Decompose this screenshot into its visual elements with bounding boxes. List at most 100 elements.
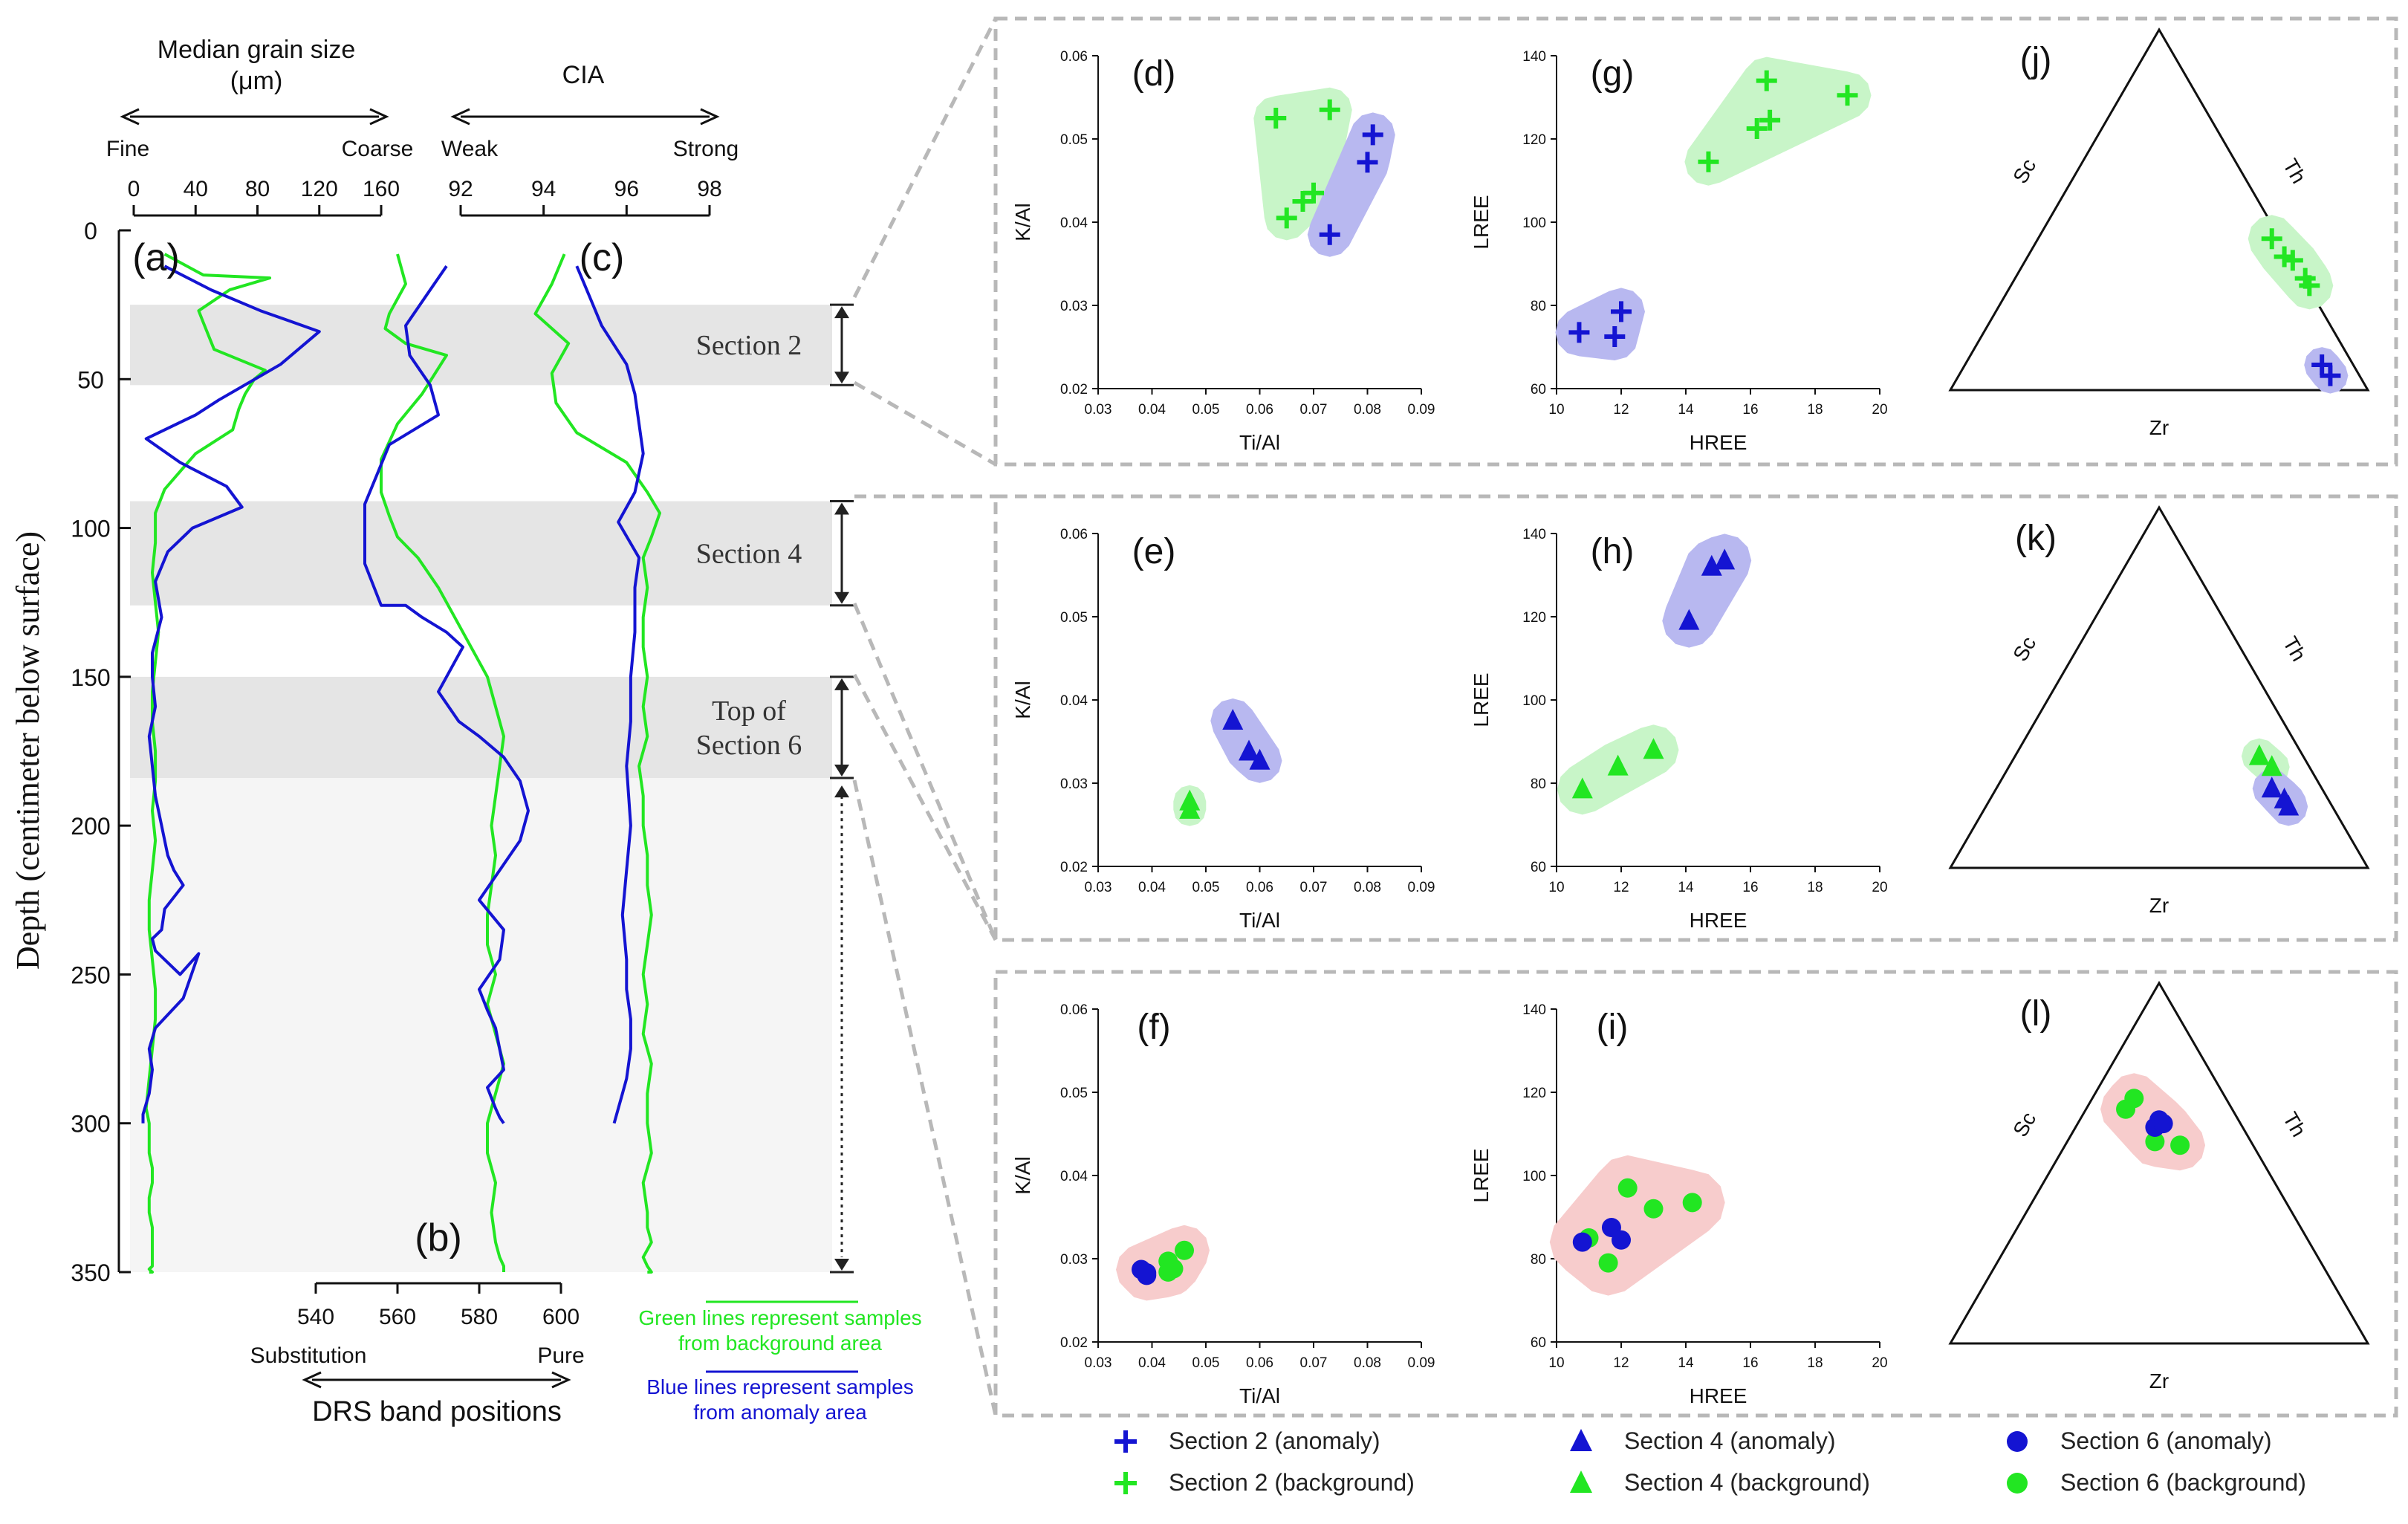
ternary-triangle xyxy=(1948,505,2370,869)
y-tick-label: 0.03 xyxy=(1060,776,1088,792)
triangle-marker xyxy=(1222,709,1244,730)
triangle-marker xyxy=(2278,794,2300,816)
profile-line-anomaly xyxy=(363,265,530,1124)
x-axis-title: HREE xyxy=(1690,431,1747,454)
legend-label: Section 2 (background) xyxy=(1169,1469,1415,1496)
plus-marker xyxy=(1756,70,1777,91)
plus-marker xyxy=(1114,1472,1137,1494)
circle-marker xyxy=(1137,1263,1157,1283)
plus-marker xyxy=(1357,152,1378,173)
circle-marker xyxy=(1572,1232,1592,1252)
x-tick-label: 10 xyxy=(1548,402,1564,418)
plus-marker xyxy=(1759,109,1781,131)
section-label: Section 2 xyxy=(696,330,802,361)
y-tick-label: 140 xyxy=(1522,1002,1546,1018)
y-tick-label: 80 xyxy=(1531,1252,1546,1268)
arrow-head xyxy=(834,306,849,319)
y-tick-label: 120 xyxy=(1522,610,1546,626)
grain-tick-label: 40 xyxy=(184,177,208,201)
ternary-left-label: Sc xyxy=(2008,155,2040,187)
panel-row-dashed-frame xyxy=(993,970,2398,1418)
y-tick-label: 0.03 xyxy=(1060,1252,1088,1268)
triangle-marker xyxy=(1678,609,1700,630)
panel-label: (d) xyxy=(1132,54,1176,94)
circle-marker xyxy=(1612,1230,1631,1250)
x-tick-label: 0.08 xyxy=(1354,880,1381,895)
panel-label-b: (b) xyxy=(415,1216,462,1259)
drs-substitution-label: Substitution xyxy=(250,1343,367,1368)
x-tick-label: 14 xyxy=(1678,880,1694,895)
triangle-marker xyxy=(1179,797,1201,819)
panel-label: (j) xyxy=(2020,41,2052,80)
drs-tick-label: 560 xyxy=(379,1305,416,1329)
section-label: Section 4 xyxy=(696,539,802,570)
depth-tick-label: 0 xyxy=(84,218,97,244)
y-tick-label: 0.03 xyxy=(1060,299,1088,314)
plus-marker xyxy=(2282,250,2303,271)
ternary-triangle xyxy=(1948,981,2370,1345)
x-tick-label: 12 xyxy=(1613,880,1629,895)
ternary-bottom-label: Zr xyxy=(2149,416,2169,439)
y-tick-label: 0.06 xyxy=(1060,527,1088,542)
y-tick-label: 0.06 xyxy=(1060,1002,1088,1018)
cia-tick-label: 96 xyxy=(614,177,639,201)
arrow-head xyxy=(834,785,849,798)
triangle-marker xyxy=(1249,748,1270,770)
connector-dashed-line xyxy=(852,603,998,941)
plus-marker xyxy=(1319,99,1340,120)
profile-line-anomaly xyxy=(141,265,321,1123)
x-tick-label: 0.08 xyxy=(1354,1355,1381,1371)
circle-marker xyxy=(2170,1135,2190,1155)
drs-arrow-head xyxy=(302,1371,322,1389)
ternary-right-label: Th xyxy=(2279,632,2311,665)
cia-arrow-head xyxy=(700,108,720,126)
drs-tick-label: 600 xyxy=(542,1305,580,1329)
legend-item: Section 6 (anomaly) xyxy=(2007,1427,2272,1454)
depth-tick-label: 50 xyxy=(77,366,104,393)
depth-tick-label: 150 xyxy=(71,664,110,691)
x-tick-label: 0.05 xyxy=(1192,880,1220,895)
arrow-head xyxy=(834,502,849,515)
circle-marker xyxy=(1617,1178,1638,1198)
cluster-hull xyxy=(1210,698,1282,783)
left-background-bands xyxy=(130,305,832,1272)
ternary-triangle xyxy=(1948,27,2370,392)
triangle-marker xyxy=(2261,755,2282,776)
plus-marker xyxy=(1319,224,1340,245)
x-axis-title: Ti/Al xyxy=(1239,431,1280,454)
scatter-panel: 0.03 0.04 0.05 0.06 0.07 0.08 0.09 0.02 0.03 0.04… xyxy=(1011,527,1435,932)
legend-item: Section 4 (background) xyxy=(1570,1469,1870,1496)
x-tick-label: 0.06 xyxy=(1246,402,1273,418)
y-tick-label: 0.05 xyxy=(1060,132,1088,148)
ternary-right-label: Th xyxy=(2279,155,2311,187)
ternary-bottom-label: Zr xyxy=(2149,1369,2169,1392)
section-band xyxy=(130,305,832,386)
circle-marker xyxy=(1598,1253,1618,1273)
y-axis-title: LREE xyxy=(1470,195,1493,249)
scatter-panel: 10 12 14 16 18 20 60 80 100 120 140 HREE LREE (i) xyxy=(1470,1002,1888,1407)
cia-tick-label: 92 xyxy=(448,177,473,201)
x-tick-label: 0.09 xyxy=(1408,402,1435,418)
connector-dashed-line xyxy=(852,779,998,1416)
plus-marker xyxy=(1698,151,1719,172)
connector-lines xyxy=(852,17,998,1416)
y-axis-title: K/Al xyxy=(1011,681,1034,719)
x-tick-label: 0.04 xyxy=(1138,880,1166,895)
plus-marker xyxy=(1837,85,1858,106)
y-tick-label: 120 xyxy=(1522,132,1546,148)
panel-row-dashed-frame xyxy=(993,16,2398,467)
circle-marker xyxy=(2124,1089,2144,1109)
x-axis-title: Ti/Al xyxy=(1239,909,1280,932)
plus-marker xyxy=(1265,108,1287,129)
y-tick-label: 100 xyxy=(1522,1169,1546,1184)
ternary-panel: (k) Sc Th Zr xyxy=(1948,505,2370,917)
legend-label: Section 6 (anomaly) xyxy=(2060,1427,2272,1454)
y-tick-label: 80 xyxy=(1531,776,1546,792)
x-tick-label: 20 xyxy=(1872,880,1887,895)
section-band xyxy=(130,501,832,606)
triangle-marker xyxy=(1239,739,1259,761)
connector-dashed-line xyxy=(852,17,998,299)
legend-label: Section 6 (background) xyxy=(2060,1469,2306,1496)
x-tick-label: 20 xyxy=(1872,402,1887,418)
